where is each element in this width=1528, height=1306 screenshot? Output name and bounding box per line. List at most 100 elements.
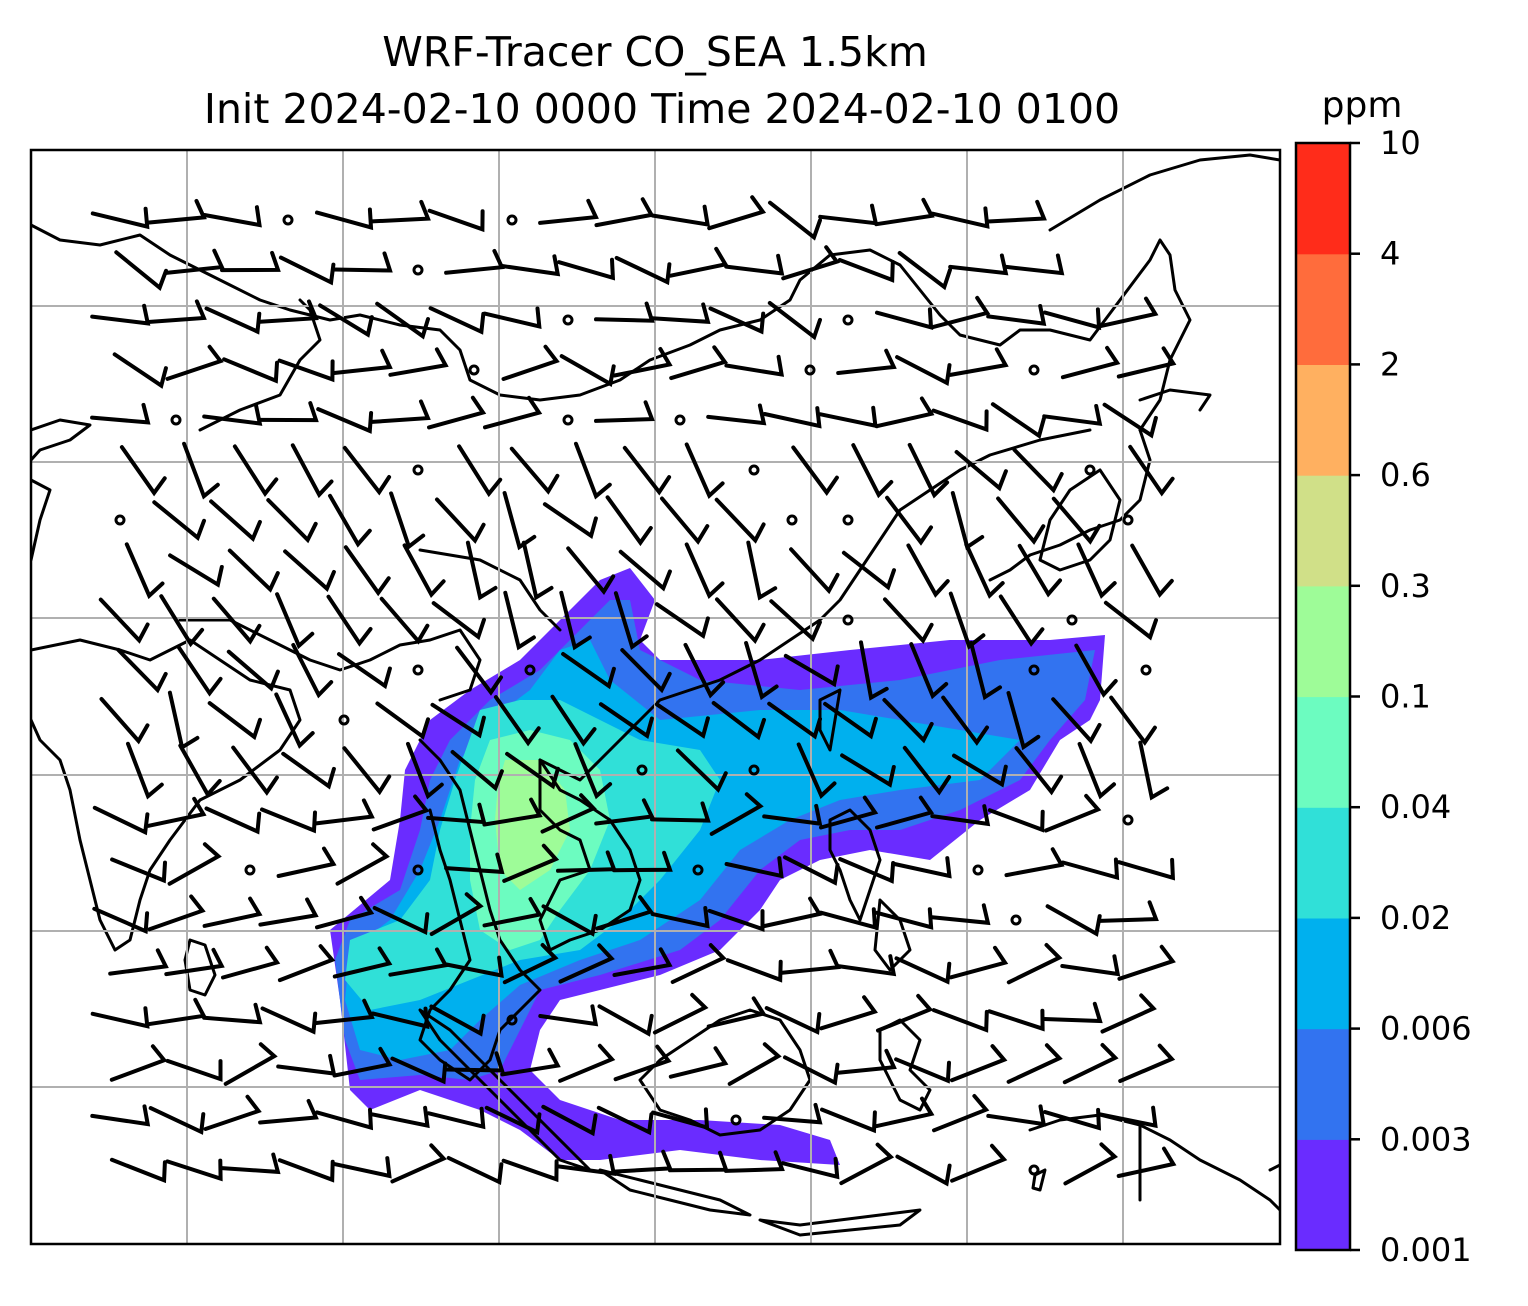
wind-barb [840,753,896,788]
wind-barb-calm [674,414,686,426]
wind-barb [226,649,280,692]
wind-barb [389,491,426,550]
wind-barb [1042,404,1103,427]
wind-barb [276,846,337,878]
wind-barb [675,748,728,793]
wind-barb [446,1156,504,1186]
himalaya-border [31,223,1192,702]
wind-barb-calm [1028,364,1040,376]
wind-barb [1098,1105,1158,1129]
wind-barb [986,304,1047,326]
wind-barb [1004,847,1065,878]
wind-barb-calm [1140,664,1152,676]
wind-barb [283,549,336,592]
wind-barb [108,948,169,976]
colorbar-tick-label: 0.1 [1380,678,1431,716]
wind-barb-calm [338,714,350,726]
wind-barb [986,199,1047,224]
wind-barb [559,354,616,388]
wind-barb [650,302,711,324]
wind-barb [706,996,767,1029]
wind-barb [164,248,225,275]
wind-barb [618,549,672,592]
wind-barb [232,444,279,498]
wind-barb [203,1094,262,1131]
wind-barb-calm [692,864,704,876]
wind-barb [941,695,989,746]
wind-barb [948,347,1009,377]
wind-barb [875,795,935,830]
colorbar-tick-label: 10 [1380,124,1421,162]
wind-barb [465,540,498,601]
wind-barb [874,1096,935,1129]
wind-barb [316,407,374,434]
wind-barb [165,344,224,381]
wind-barb [883,597,934,645]
wind-barb [337,652,392,690]
wind-barb [427,208,485,233]
wind-barb [291,643,334,699]
wind-barb [612,947,673,977]
wind-barb-calm [1084,464,1096,476]
wind-barb [1051,496,1102,545]
wind-barb-calm [114,514,126,526]
wind-barb [444,852,505,875]
wind-barb-calm [748,764,760,776]
wind-barb-calm [842,614,854,626]
colorbar-tick-label: 0.04 [1380,788,1451,826]
wind-barb [379,596,430,645]
colorbar-segment [1296,807,1350,919]
colorbar-segment [1296,253,1350,365]
wind-barb [574,441,612,500]
sri-lanka-coastline [183,938,217,997]
wind-barb [948,591,986,650]
wind-barb [332,946,393,979]
wind-barb [503,590,536,651]
wind-barb [931,408,989,433]
wind-barb [744,641,779,701]
wind-barb [820,1107,877,1134]
wind-barb [595,895,654,931]
wind-barb [902,745,952,796]
wind-barb [483,395,543,430]
wind-barb [509,446,560,495]
wind-barb [165,1158,223,1182]
wind-barb [709,792,764,836]
wind-barbs [90,195,1177,1187]
wind-barb [444,1051,505,1073]
wind-barb-calm [506,214,518,226]
wind-barb [482,797,543,827]
wind-barb [1117,944,1176,981]
wind-barb [541,1104,598,1137]
wind-barb [332,1046,393,1078]
wind-barb [502,843,560,883]
wind-barb [1116,346,1177,379]
wind-barb [538,198,599,225]
wind-barb [406,741,444,800]
wind-barb [482,897,543,928]
wind-barb [1006,691,1041,751]
wind-barb-calm [412,664,424,676]
wind-barb [620,648,672,694]
wind-barb-calm [636,764,648,776]
wind-barb [727,1042,782,1086]
wind-barb-calm [804,364,816,376]
wind-barb [819,795,879,830]
wind-barb [708,306,766,335]
wind-barb [258,897,319,927]
wind-barb [596,1105,654,1136]
wind-barb [725,958,783,983]
wind-barb [1130,543,1174,598]
wind-barb [1098,296,1159,329]
wind-barb [1051,697,1102,745]
wind-barb [92,906,150,935]
wind-barb [762,1102,823,1125]
wind-barb [969,640,1002,701]
wind-barb [1118,1043,1176,1083]
wind-barb [1109,695,1157,746]
wind-barb [781,245,841,281]
wind-barb-calm [412,864,424,876]
wind-barb [930,804,991,827]
wind-barb [930,295,991,330]
colorbar-tick-label: 0.001 [1380,1231,1472,1269]
